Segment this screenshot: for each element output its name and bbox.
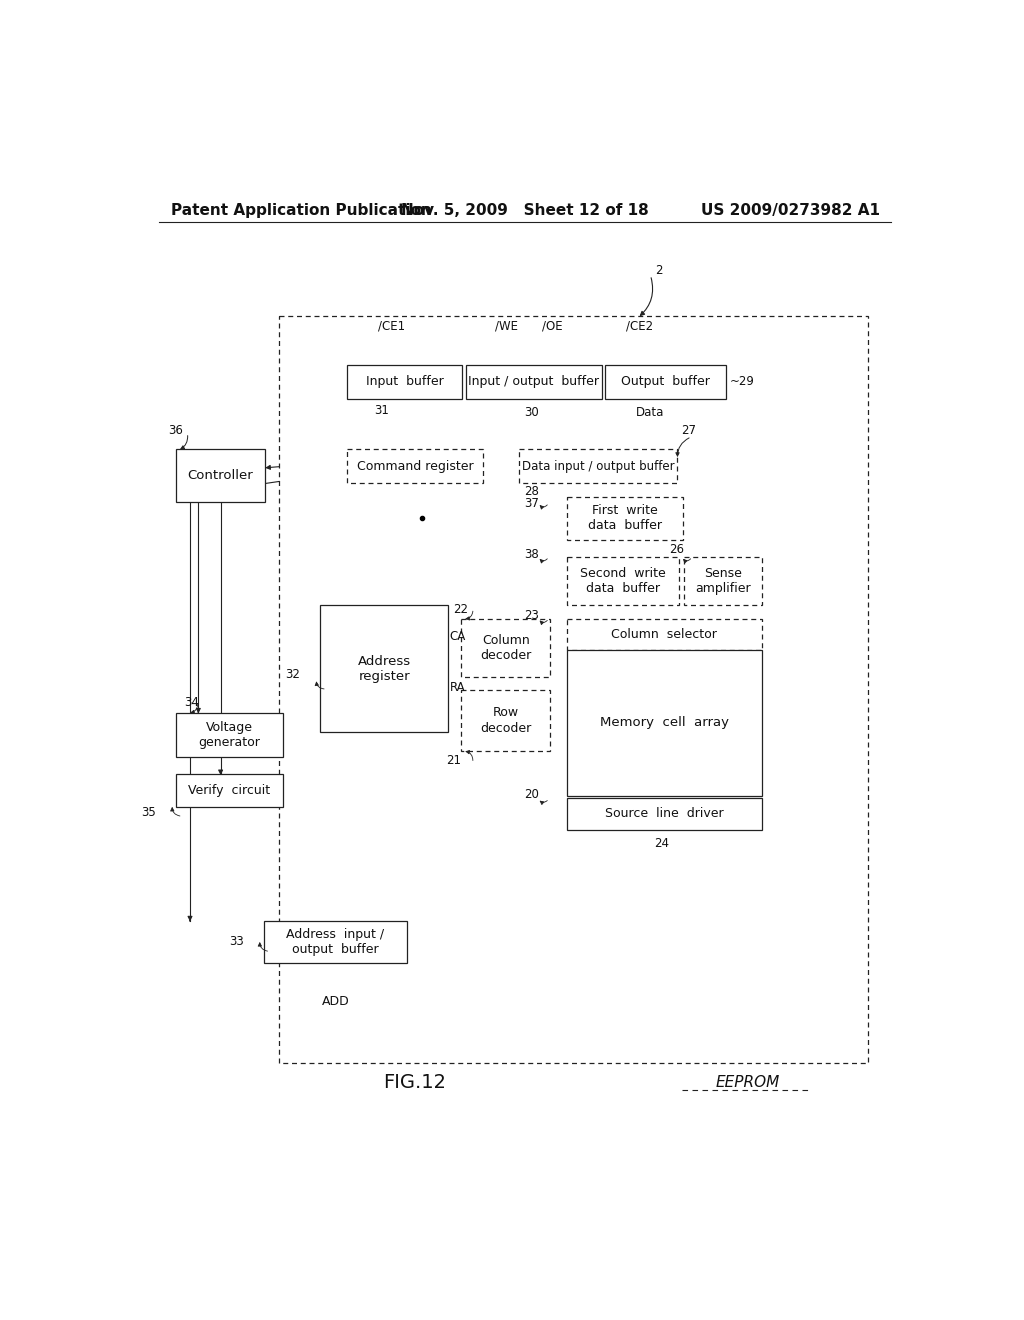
Text: ADD: ADD — [322, 995, 349, 1008]
Text: 38: 38 — [524, 548, 539, 561]
Text: /WE: /WE — [495, 319, 518, 333]
Bar — [176, 775, 283, 807]
Text: 20: 20 — [524, 788, 539, 801]
Bar — [347, 364, 462, 399]
Bar — [461, 689, 550, 751]
Text: 36: 36 — [168, 424, 183, 437]
Text: 32: 32 — [286, 668, 300, 681]
Bar — [263, 921, 407, 964]
Text: Patent Application Publication: Patent Application Publication — [171, 203, 431, 218]
Bar — [461, 619, 550, 677]
Text: EEPROM: EEPROM — [716, 1074, 780, 1090]
Bar — [566, 619, 762, 649]
Text: 31: 31 — [375, 404, 389, 417]
Text: 30: 30 — [524, 407, 539, 418]
Bar — [566, 557, 679, 605]
Text: First  write
data  buffer: First write data buffer — [588, 504, 662, 532]
Text: Column
decoder: Column decoder — [480, 634, 531, 661]
Bar — [176, 449, 265, 502]
Text: FIG.12: FIG.12 — [383, 1073, 446, 1092]
Text: 2: 2 — [655, 264, 663, 277]
Bar — [347, 449, 483, 483]
Text: Input / output  buffer: Input / output buffer — [468, 375, 599, 388]
Text: 24: 24 — [654, 837, 670, 850]
Bar — [566, 797, 762, 830]
Text: 26: 26 — [669, 543, 684, 556]
Text: ~29: ~29 — [729, 375, 755, 388]
Text: /OE: /OE — [543, 319, 563, 333]
Text: CA: CA — [450, 630, 466, 643]
Text: Column  selector: Column selector — [611, 628, 717, 640]
Text: Second  write
data  buffer: Second write data buffer — [580, 568, 666, 595]
Text: 28: 28 — [524, 484, 539, 498]
Text: 34: 34 — [183, 696, 199, 709]
Text: Controller: Controller — [187, 469, 254, 482]
Bar — [566, 649, 762, 796]
Text: 35: 35 — [141, 807, 156, 820]
Bar — [566, 498, 683, 540]
Text: Memory  cell  array: Memory cell array — [600, 717, 729, 730]
Text: Verify  circuit: Verify circuit — [188, 784, 270, 797]
Text: 21: 21 — [445, 754, 461, 767]
Bar — [684, 557, 762, 605]
Bar — [518, 449, 678, 483]
Text: Nov. 5, 2009   Sheet 12 of 18: Nov. 5, 2009 Sheet 12 of 18 — [401, 203, 648, 218]
Text: Data: Data — [636, 407, 664, 418]
Text: US 2009/0273982 A1: US 2009/0273982 A1 — [700, 203, 880, 218]
Text: Address  input /
output  buffer: Address input / output buffer — [287, 928, 384, 956]
Text: Source  line  driver: Source line driver — [605, 807, 724, 820]
Text: Row
decoder: Row decoder — [480, 706, 531, 734]
Text: 33: 33 — [228, 936, 244, 948]
Text: Voltage
generator: Voltage generator — [199, 721, 260, 750]
Text: Input  buffer: Input buffer — [366, 375, 443, 388]
Text: 27: 27 — [681, 424, 696, 437]
Text: Address
register: Address register — [357, 655, 411, 682]
Text: Sense
amplifier: Sense amplifier — [695, 568, 751, 595]
Bar — [321, 605, 449, 733]
Text: Data input / output buffer: Data input / output buffer — [521, 459, 675, 473]
Text: 23: 23 — [524, 610, 539, 622]
Bar — [176, 713, 283, 758]
Bar — [280, 317, 868, 1063]
Text: Command register: Command register — [356, 459, 473, 473]
Text: /CE2: /CE2 — [626, 319, 653, 333]
Text: /CE1: /CE1 — [378, 319, 406, 333]
Text: RA: RA — [450, 681, 465, 694]
Bar — [466, 364, 601, 399]
Text: 22: 22 — [454, 603, 469, 616]
Text: Output  buffer: Output buffer — [621, 375, 710, 388]
Text: 37: 37 — [524, 496, 539, 510]
Bar — [605, 364, 726, 399]
